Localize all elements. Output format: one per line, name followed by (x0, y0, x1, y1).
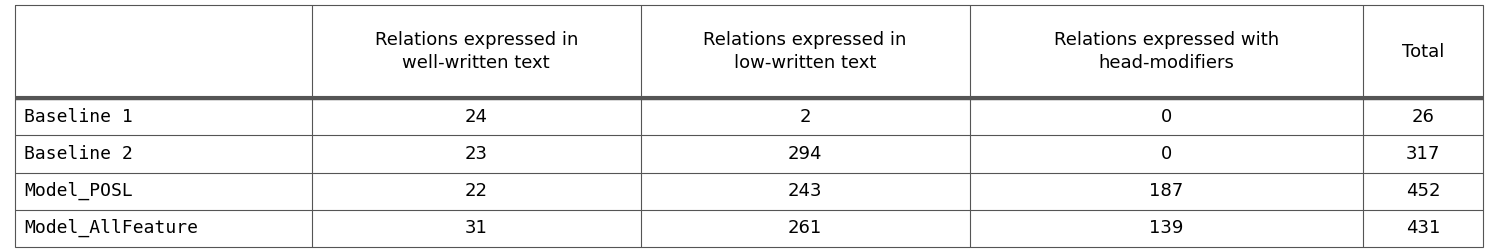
Text: 452: 452 (1405, 182, 1440, 200)
Text: 139: 139 (1149, 219, 1183, 237)
Text: Relations expressed in
well-written text: Relations expressed in well-written text (374, 31, 578, 72)
Text: Baseline 1: Baseline 1 (24, 108, 132, 126)
Text: 22: 22 (464, 182, 488, 200)
Text: 23: 23 (464, 145, 488, 163)
Text: Model_POSL: Model_POSL (24, 182, 132, 200)
Text: 24: 24 (464, 108, 488, 126)
Text: 317: 317 (1405, 145, 1440, 163)
Text: 187: 187 (1149, 182, 1183, 200)
Text: Relations expressed in
low-written text: Relations expressed in low-written text (704, 31, 906, 72)
Text: 26: 26 (1411, 108, 1434, 126)
Text: 0: 0 (1161, 145, 1171, 163)
Text: Total: Total (1402, 43, 1444, 61)
Text: 431: 431 (1405, 219, 1440, 237)
Text: Model_AllFeature: Model_AllFeature (24, 219, 198, 237)
Text: 243: 243 (788, 182, 822, 200)
Text: 31: 31 (464, 219, 488, 237)
Text: 0: 0 (1161, 108, 1171, 126)
Text: Baseline 2: Baseline 2 (24, 145, 132, 163)
Text: 294: 294 (788, 145, 822, 163)
Text: Relations expressed with
head-modifiers: Relations expressed with head-modifiers (1053, 31, 1279, 72)
Text: 2: 2 (800, 108, 810, 126)
Text: 261: 261 (788, 219, 822, 237)
